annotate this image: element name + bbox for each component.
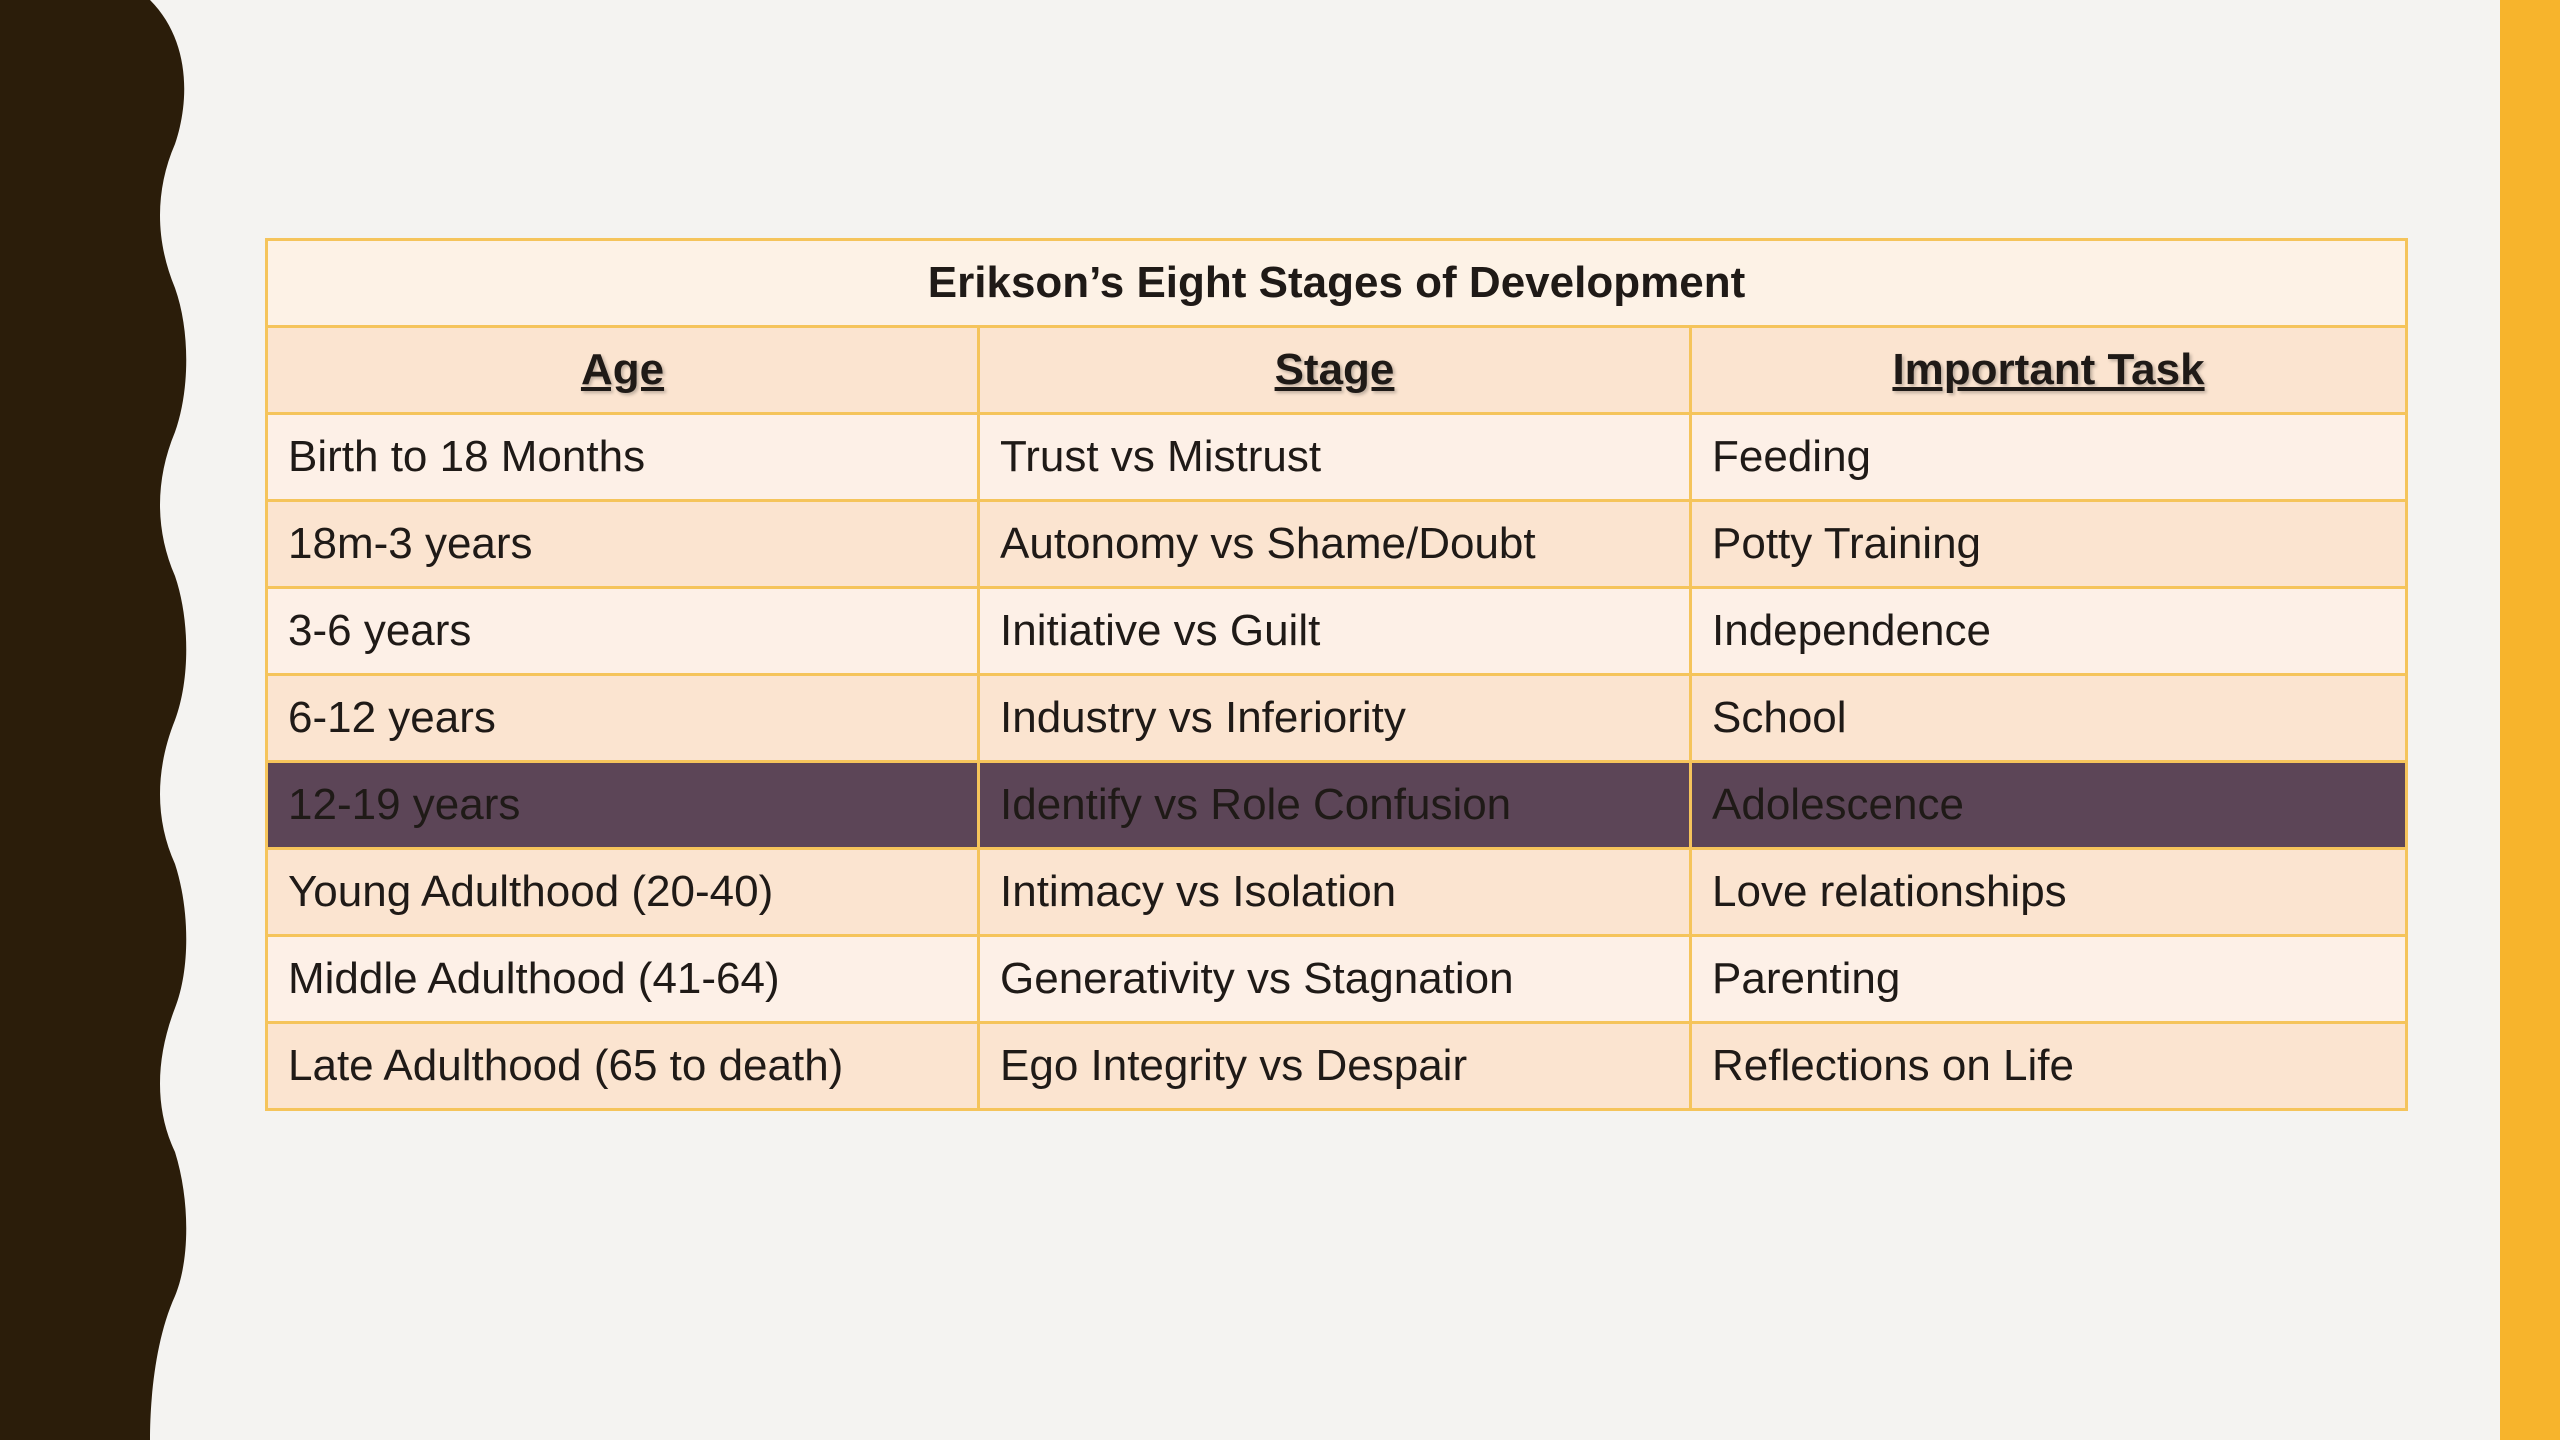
table-row: Middle Adulthood (41-64) Generativity vs… bbox=[265, 934, 2408, 1024]
task-cell: Potty Training bbox=[1689, 499, 2408, 589]
stage-cell: Initiative vs Guilt bbox=[977, 586, 1692, 676]
age-cell: 18m-3 years bbox=[265, 499, 980, 589]
table-row-highlighted: 12-19 years Identify vs Role Confusion A… bbox=[265, 760, 2408, 850]
age-cell: 3-6 years bbox=[265, 586, 980, 676]
table-title: Erikson’s Eight Stages of Development bbox=[265, 238, 2408, 328]
task-cell: Love relationships bbox=[1689, 847, 2408, 937]
stage-cell: Autonomy vs Shame/Doubt bbox=[977, 499, 1692, 589]
table-row: 18m-3 years Autonomy vs Shame/Doubt Pott… bbox=[265, 499, 2408, 589]
stage-cell: Generativity vs Stagnation bbox=[977, 934, 1692, 1024]
column-header-stage: Stage bbox=[977, 325, 1692, 415]
age-cell: Middle Adulthood (41-64) bbox=[265, 934, 980, 1024]
right-accent-bar bbox=[2500, 0, 2560, 1440]
table-row: 3-6 years Initiative vs Guilt Independen… bbox=[265, 586, 2408, 676]
table-row: Young Adulthood (20-40) Intimacy vs Isol… bbox=[265, 847, 2408, 937]
age-cell: Birth to 18 Months bbox=[265, 412, 980, 502]
table-header-row: Age Stage Important Task bbox=[265, 325, 2408, 415]
table-row: 6-12 years Industry vs Inferiority Schoo… bbox=[265, 673, 2408, 763]
column-header-task: Important Task bbox=[1689, 325, 2408, 415]
column-header-age: Age bbox=[265, 325, 980, 415]
age-cell: 12-19 years bbox=[265, 760, 980, 850]
stage-cell: Industry vs Inferiority bbox=[977, 673, 1692, 763]
table-row: Birth to 18 Months Trust vs Mistrust Fee… bbox=[265, 412, 2408, 502]
stage-cell: Identify vs Role Confusion bbox=[977, 760, 1692, 850]
left-wave-decoration bbox=[0, 0, 187, 1440]
stages-table-container: Erikson’s Eight Stages of Development Ag… bbox=[265, 238, 2408, 1111]
task-cell: Feeding bbox=[1689, 412, 2408, 502]
table-title-row: Erikson’s Eight Stages of Development bbox=[265, 238, 2408, 328]
age-cell: 6-12 years bbox=[265, 673, 980, 763]
table-row: Late Adulthood (65 to death) Ego Integri… bbox=[265, 1021, 2408, 1111]
task-cell: Parenting bbox=[1689, 934, 2408, 1024]
erikson-stages-table: Erikson’s Eight Stages of Development Ag… bbox=[265, 238, 2408, 1111]
task-cell: Adolescence bbox=[1689, 760, 2408, 850]
stage-cell: Ego Integrity vs Despair bbox=[977, 1021, 1692, 1111]
stage-cell: Trust vs Mistrust bbox=[977, 412, 1692, 502]
stage-cell: Intimacy vs Isolation bbox=[977, 847, 1692, 937]
age-cell: Young Adulthood (20-40) bbox=[265, 847, 980, 937]
task-cell: Independence bbox=[1689, 586, 2408, 676]
age-cell: Late Adulthood (65 to death) bbox=[265, 1021, 980, 1111]
task-cell: School bbox=[1689, 673, 2408, 763]
task-cell: Reflections on Life bbox=[1689, 1021, 2408, 1111]
